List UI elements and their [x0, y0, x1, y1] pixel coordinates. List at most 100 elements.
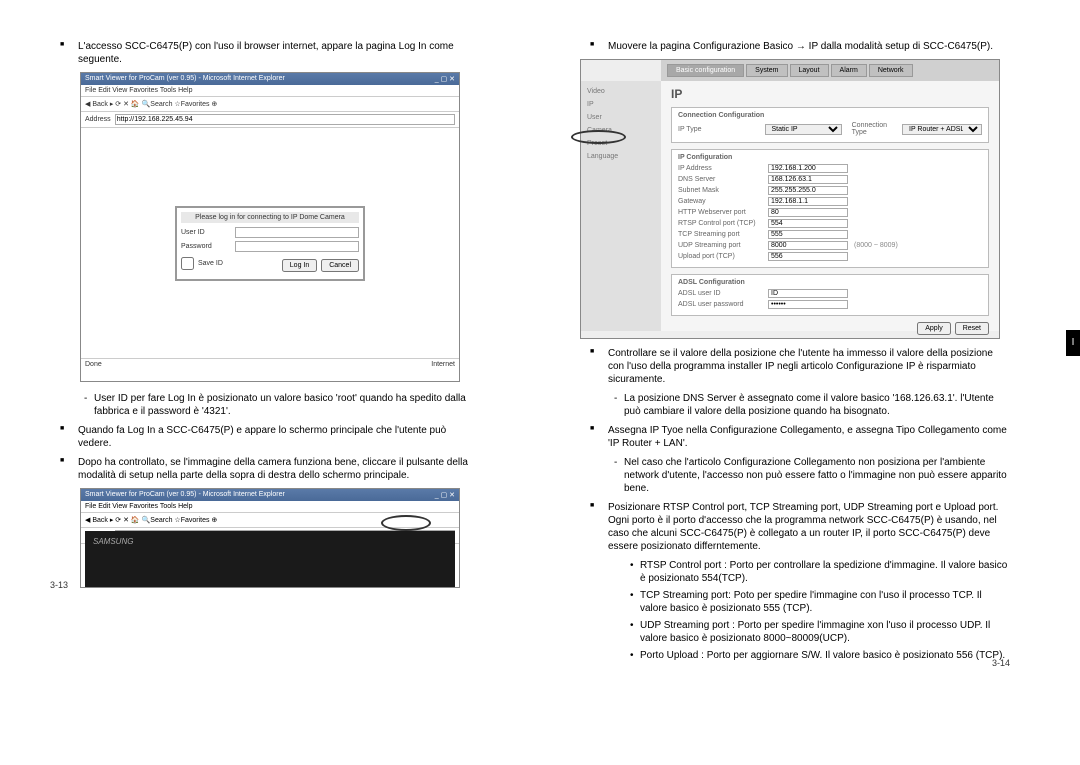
ie-addressbar: Address: [81, 112, 459, 128]
side-index-tab: I: [1066, 330, 1080, 356]
tab-network[interactable]: Network: [869, 64, 913, 77]
adsl-panel: ADSL Configuration ADSL user ID ADSL use…: [671, 274, 989, 316]
http-label: HTTP Webserver port: [678, 209, 768, 216]
rtsp-label: RTSP Control port (TCP): [678, 220, 768, 227]
saveid-label: Save ID: [198, 260, 248, 267]
para-r4: Posizionare RTSP Control port, TCP Strea…: [590, 501, 1010, 553]
camera-view: [85, 531, 455, 587]
http-input[interactable]: [768, 208, 848, 217]
left-page: L'accesso SCC-C6475(P) con l'uso il brow…: [20, 30, 500, 598]
config-tabs: Basic configuration System Layout Alarm …: [661, 60, 999, 81]
tab-system[interactable]: System: [746, 64, 787, 77]
saveid-checkbox[interactable]: [181, 257, 194, 270]
login-button[interactable]: Log In: [282, 259, 317, 272]
tcp-input[interactable]: [768, 230, 848, 239]
para-r1: Muovere la pagina Configurazione Basico …: [590, 40, 1010, 53]
subnet-input[interactable]: [768, 186, 848, 195]
dot-r1: RTSP Control port : Porto per controllar…: [590, 559, 1010, 585]
ie-menubar: File Edit View Favorites Tools Help: [81, 85, 459, 97]
setup-button-highlight: [381, 515, 431, 531]
status-right: Internet: [431, 361, 455, 368]
adsluser-input[interactable]: [768, 289, 848, 298]
ie-main-screenshot: Smart Viewer for ProCam (ver 0.95) - Mic…: [80, 488, 460, 588]
udp-note: (8000 ~ 8009): [854, 242, 898, 249]
login-title: Please log in for connecting to IP Dome …: [181, 212, 359, 223]
para-l3: Quando fa Log In a SCC-C6475(P) e appare…: [60, 424, 480, 450]
conntype-select[interactable]: IP Router + ADSL/Cable: [902, 124, 982, 135]
dot-r4: Porto Upload : Porto per aggiornare S/W.…: [590, 649, 1010, 662]
dot-r3: UDP Streaming port : Porto per spedire l…: [590, 619, 1010, 645]
tcp-label: TCP Streaming port: [678, 231, 768, 238]
ie2-menubar: File Edit View Favorites Tools Help: [81, 501, 459, 513]
ie-body: Please log in for connecting to IP Dome …: [81, 128, 459, 358]
panel2-title: IP Configuration: [678, 154, 982, 161]
ie-login-screenshot: Smart Viewer for ProCam (ver 0.95) - Mic…: [80, 72, 460, 382]
dot-r2: TCP Streaming port: Poto per spedire l'i…: [590, 589, 1010, 615]
side-video[interactable]: Video: [585, 85, 657, 98]
side-user[interactable]: User: [585, 111, 657, 124]
ie-statusbar: Done Internet: [81, 358, 459, 370]
dns-input[interactable]: [768, 175, 848, 184]
para-r3: Assegna IP Tyoe nella Configurazione Col…: [590, 424, 1010, 450]
para-l4: Dopo ha controllato, se l'immagine della…: [60, 456, 480, 482]
brand-logo: SAMSUNG: [93, 537, 133, 546]
panel3-title: ADSL Configuration: [678, 279, 982, 286]
config-sidebar: Video IP User Camera Preset Language: [581, 81, 661, 331]
password-label: Password: [181, 243, 231, 250]
page-number-right: 3-14: [992, 658, 1010, 668]
reset-button[interactable]: Reset: [955, 322, 989, 335]
ie-window-controls: _ ▢ ✕: [435, 75, 455, 83]
ie-title-text: Smart Viewer for ProCam (ver 0.95) - Mic…: [85, 75, 285, 83]
ipaddr-input[interactable]: [768, 164, 848, 173]
config-screenshot: Basic configuration System Layout Alarm …: [580, 59, 1000, 339]
connection-panel: Connection Configuration IP Type Static …: [671, 107, 989, 143]
rtsp-input[interactable]: [768, 219, 848, 228]
cancel-button[interactable]: Cancel: [321, 259, 359, 272]
upload-input[interactable]: [768, 252, 848, 261]
tab-alarm[interactable]: Alarm: [831, 64, 867, 77]
dns-label: DNS Server: [678, 176, 768, 183]
para-r2a: La posizione DNS Server è assegnato come…: [590, 392, 1010, 418]
ipaddr-label: IP Address: [678, 165, 768, 172]
apply-button[interactable]: Apply: [917, 322, 951, 335]
iptype-label: IP Type: [678, 126, 765, 133]
para-r3a: Nel caso che l'articolo Configurazione C…: [590, 456, 1010, 495]
ie-titlebar: Smart Viewer for ProCam (ver 0.95) - Mic…: [81, 73, 459, 85]
udp-input[interactable]: [768, 241, 848, 250]
para-l1: L'accesso SCC-C6475(P) con l'uso il brow…: [60, 40, 480, 66]
ipconfig-panel: IP Configuration IP Address DNS Server S…: [671, 149, 989, 268]
upload-label: Upload port (TCP): [678, 253, 768, 260]
config-title: IP: [671, 87, 989, 101]
address-label: Address: [85, 116, 111, 123]
tab-layout[interactable]: Layout: [790, 64, 829, 77]
ie2-title-text: Smart Viewer for ProCam (ver 0.95) - Mic…: [85, 491, 285, 499]
tab-basic[interactable]: Basic configuration: [667, 64, 744, 77]
login-panel: Please log in for connecting to IP Dome …: [175, 206, 365, 281]
address-input[interactable]: [115, 114, 455, 125]
gateway-input[interactable]: [768, 197, 848, 206]
status-left: Done: [85, 361, 102, 368]
right-page: Muovere la pagina Configurazione Basico …: [560, 30, 1040, 676]
side-language[interactable]: Language: [585, 150, 657, 163]
iptype-select[interactable]: Static IP: [765, 124, 842, 135]
password-input[interactable]: [235, 241, 359, 252]
gateway-label: Gateway: [678, 198, 768, 205]
page-number-left: 3-13: [50, 580, 68, 590]
panel1-title: Connection Configuration: [678, 112, 982, 119]
subnet-label: Subnet Mask: [678, 187, 768, 194]
adslpw-label: ADSL user password: [678, 301, 768, 308]
adsluser-label: ADSL user ID: [678, 290, 768, 297]
ip-menu-highlight: [571, 130, 626, 144]
ie2-titlebar: Smart Viewer for ProCam (ver 0.95) - Mic…: [81, 489, 459, 501]
udp-label: UDP Streaming port: [678, 242, 768, 249]
para-r2: Controllare se il valore della posizione…: [590, 347, 1010, 386]
ie-toolbar: ◀ Back ▸ ⟳ ✕ 🏠 🔍Search ☆Favorites ⊕: [81, 97, 459, 112]
userid-label: User ID: [181, 229, 231, 236]
userid-input[interactable]: [235, 227, 359, 238]
side-ip[interactable]: IP: [585, 98, 657, 111]
ie2-window-controls: _ ▢ ✕: [435, 491, 455, 499]
config-main: IP Connection Configuration IP Type Stat…: [661, 81, 999, 331]
conntype-label: Connection Type: [852, 122, 902, 136]
adslpw-input[interactable]: [768, 300, 848, 309]
para-l2: User ID per fare Log In è posizionato un…: [60, 392, 480, 418]
